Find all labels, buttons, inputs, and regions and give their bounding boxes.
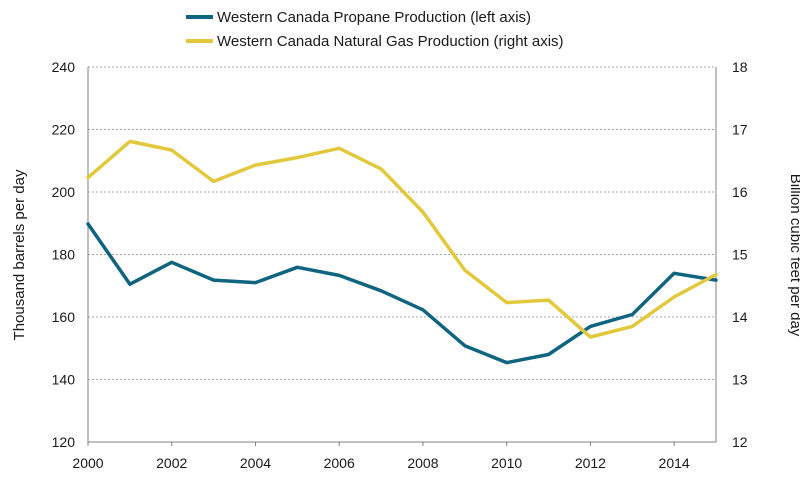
- x-tick-label: 2012: [575, 455, 606, 471]
- x-tick-label: 2010: [491, 455, 522, 471]
- y-right-tick-label: 12: [732, 434, 748, 450]
- legend: Western Canada Propane Production (left …: [186, 9, 564, 50]
- axes: [87, 67, 717, 446]
- y-right-axis-title: Billion cubic feet per day: [787, 174, 800, 337]
- y-right-tick-label: 14: [732, 309, 748, 325]
- x-tick-label: 2000: [72, 455, 103, 471]
- legend-label-propane: Western Canada Propane Production (left …: [217, 9, 531, 26]
- legend-label-natural-gas: Western Canada Natural Gas Production (r…: [217, 33, 564, 50]
- y-left-tick-label: 180: [52, 247, 76, 263]
- series-lines: [86, 139, 718, 365]
- y-right-tick-label: 13: [732, 372, 748, 388]
- y-right-tick-label: 18: [732, 59, 748, 75]
- y-right-tick-label: 15: [732, 247, 748, 263]
- y-right-tick-label: 17: [732, 122, 748, 138]
- y-left-axis-title: Thousand barrels per day: [11, 169, 28, 340]
- x-tick-label: 2004: [240, 455, 271, 471]
- y-left-tick-label: 120: [52, 434, 76, 450]
- series-line-propane: [86, 222, 718, 365]
- grid-lines: [88, 66, 716, 380]
- x-tick-label: 2006: [324, 455, 355, 471]
- tick-labels: 120 140 160 180 200 220 240 12 13 14 15 16 17 18 2000 2…: [52, 59, 748, 471]
- x-tick-label: 2008: [407, 455, 438, 471]
- series-line-natural-gas: [86, 139, 718, 339]
- y-left-tick-label: 220: [52, 122, 76, 138]
- y-left-tick-label: 200: [52, 184, 76, 200]
- y-left-tick-label: 240: [52, 59, 76, 75]
- y-left-tick-label: 160: [52, 309, 76, 325]
- y-left-tick-label: 140: [52, 372, 76, 388]
- x-tick-label: 2002: [156, 455, 187, 471]
- x-tick-label: 2014: [659, 455, 690, 471]
- y-right-tick-label: 16: [732, 184, 748, 200]
